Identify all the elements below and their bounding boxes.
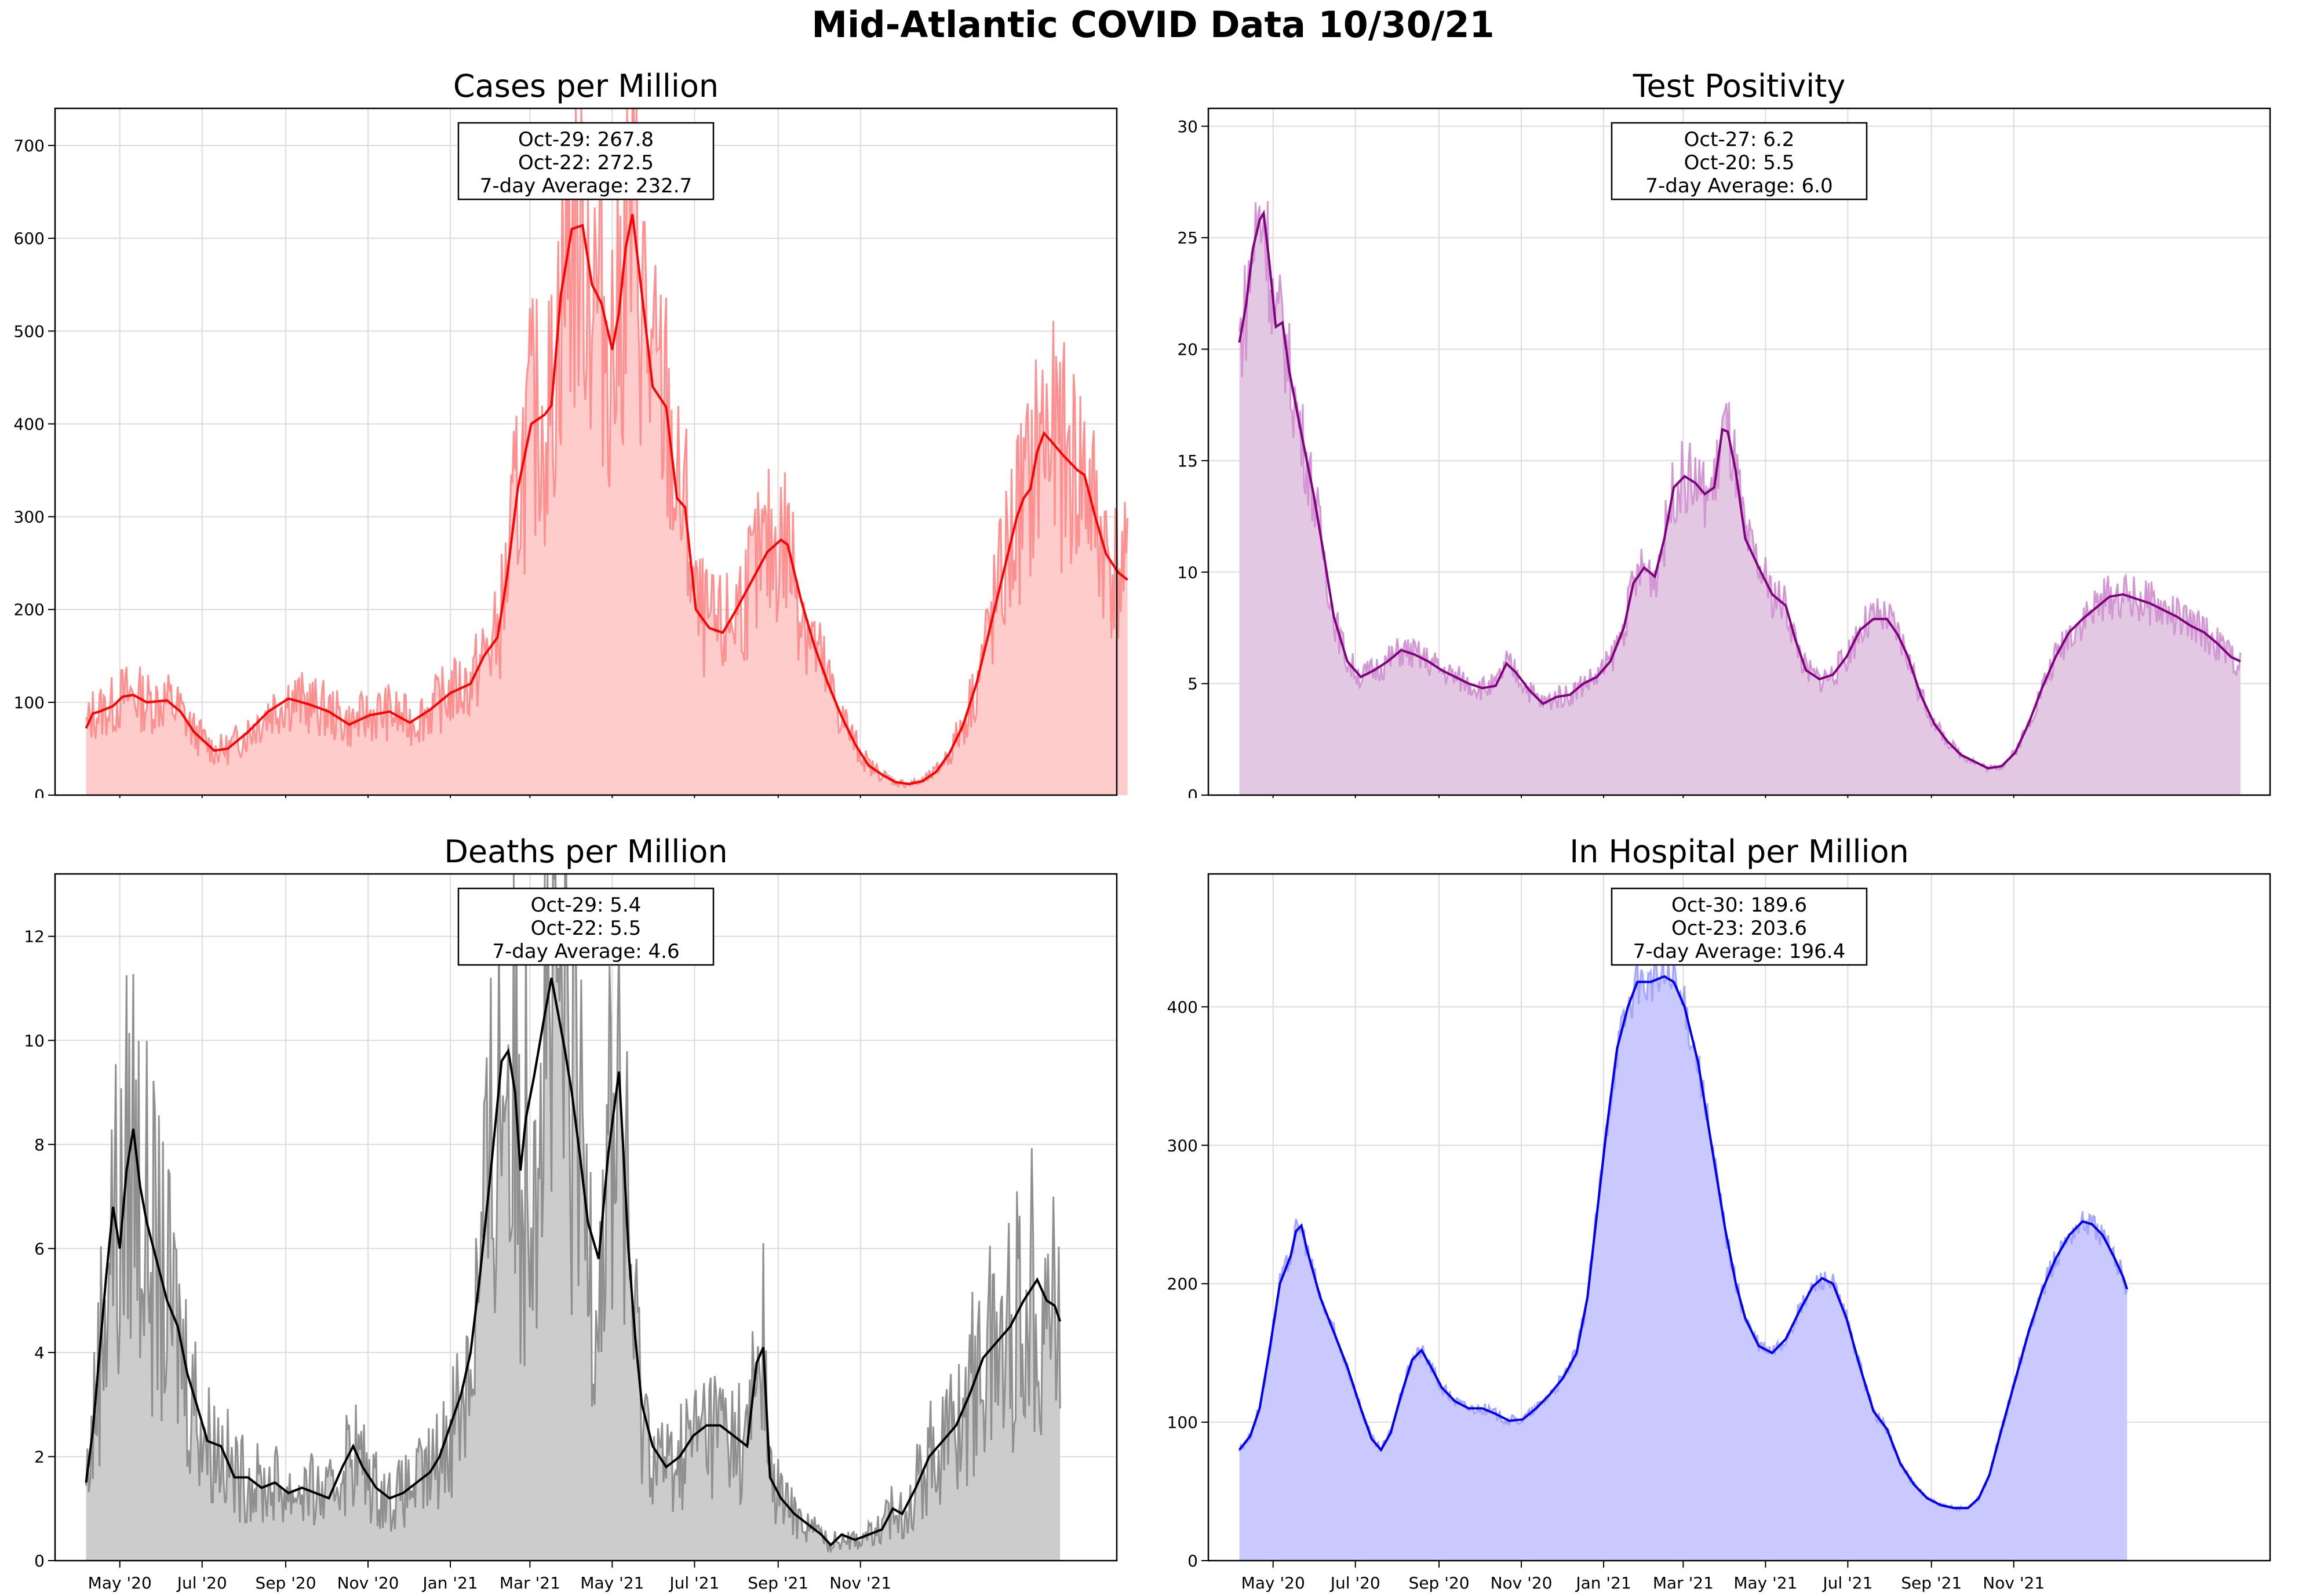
cases-chart: Cases per Million0100200300400500600700M… [14,68,1129,798]
x-tick-label: Jan '21 [1575,1573,1631,1593]
x-tick-label: Sep '21 [748,1573,808,1593]
seven-day-average-line [85,214,1128,785]
annotation-line: Oct-29: 5.4 [531,894,642,917]
x-tick-label: May '20 [1241,1573,1305,1593]
chart-title: In Hospital per Million [1569,833,1909,870]
y-tick-label: 400 [1167,997,1198,1016]
y-tick-label: 0 [1187,1551,1198,1571]
x-tick-label: Nov '20 [337,1573,399,1593]
y-tick-label: 300 [14,508,45,527]
hospital-chart: In Hospital per Million 0 100 200 300 400 May … [1167,833,2271,1593]
seven-day-average-line [1238,209,2241,770]
x-tick-label: Nov '21 [829,1573,891,1593]
x-tick-label: Jul '20 [176,1573,227,1593]
x-tick-label: May '21 [580,1573,644,1593]
y-tick-label: 0 [34,1551,45,1571]
y-tick-label: 8 [34,1135,45,1154]
x-tick-label: Sep '21 [1901,1573,1962,1593]
y-tick-label: 10 [24,1031,45,1050]
y-tick-label: 200 [14,600,45,620]
y-tick-label: 2 [34,1447,45,1466]
y-tick-label: 25 [1177,228,1198,247]
area-fill [1239,957,2128,1561]
x-tick-label: Jul '20 [1329,1573,1380,1593]
x-tick-label: Nov '20 [1491,1573,1553,1593]
annotation-line: 7-day Average: 4.6 [492,940,679,963]
annotation-line: 7-day Average: 196.4 [1633,940,1845,963]
annotation-box [1611,122,1868,201]
y-tick-label: 200 [1167,1274,1198,1293]
annotation-line: Oct-30: 189.6 [1671,894,1807,917]
x-tick-label: May '21 [1733,1573,1797,1593]
y-tick-label: 100 [1167,1413,1198,1432]
y-tick-label: 10 [1177,563,1198,582]
y-tick-label: 6 [34,1239,45,1258]
annotation-line: Oct-22: 5.5 [531,917,642,940]
y-tick-label: 100 [14,693,45,712]
plot-frame [1207,873,2271,1562]
y-tick-label: 400 [14,414,45,433]
area-fill [86,108,1128,795]
y-tick-label: 300 [1167,1136,1198,1155]
y-tick-label: 0 [1187,786,1198,798]
annotation-box [457,887,715,966]
y-tick-label: 4 [34,1343,45,1362]
annotation-line: Oct-22: 272.5 [518,151,654,174]
raw-daily-line [85,107,1129,789]
plot-frame [1207,107,2271,796]
seven-day-average-line [85,978,1062,1547]
annotation-line: Oct-20: 5.5 [1684,151,1795,174]
annotation-line: Oct-23: 203.6 [1671,917,1807,940]
y-tick-label: 12 [24,927,45,946]
annotation-box [1611,887,1868,966]
annotation-line: 7-day Average: 6.0 [1645,174,1833,198]
y-tick-label: 600 [14,229,45,248]
plot-frame [54,873,1118,1562]
y-tick-label: 500 [14,322,45,341]
x-tick-label: Jan '21 [421,1573,478,1593]
x-tick-label: Sep '20 [1409,1573,1470,1593]
y-tick-label: 20 [1177,340,1198,359]
chart-title: Test Positivity [1633,68,1846,104]
seven-day-average-line [1238,975,2129,1510]
x-tick-label: May '20 [88,1573,152,1593]
y-tick-label: 30 [1177,117,1198,136]
plot-frame [54,107,1118,796]
y-tick-label: 15 [1177,451,1198,471]
area-fill [86,874,1061,1561]
page-title: Mid-Atlantic COVID Data 10/30/21 [811,3,1495,46]
x-tick-label: Mar '21 [500,1573,560,1593]
annotation-line: Oct-29: 267.8 [518,128,654,151]
x-tick-label: Mar '21 [1653,1573,1714,1593]
y-tick-label: 700 [14,136,45,155]
y-tick-label: 0 [34,786,45,798]
x-tick-label: Sep '20 [256,1573,316,1593]
x-tick-label: Nov '21 [1983,1573,2045,1593]
x-tick-label: Jul '21 [668,1573,719,1593]
annotation-box [457,122,715,201]
chart-title: Deaths per Million [444,833,727,870]
chart-title: Cases per Million [453,68,719,104]
y-tick-label: 5 [1187,675,1198,694]
annotation-line: 7-day Average: 232.7 [480,174,692,198]
deaths-chart: Deaths per Million 0 2 4 6 8 10 12 May '20 Jul '2… [24,833,1118,1593]
x-tick-label: Jul '21 [1822,1573,1873,1593]
annotation-line: Oct-27: 6.2 [1684,128,1795,151]
